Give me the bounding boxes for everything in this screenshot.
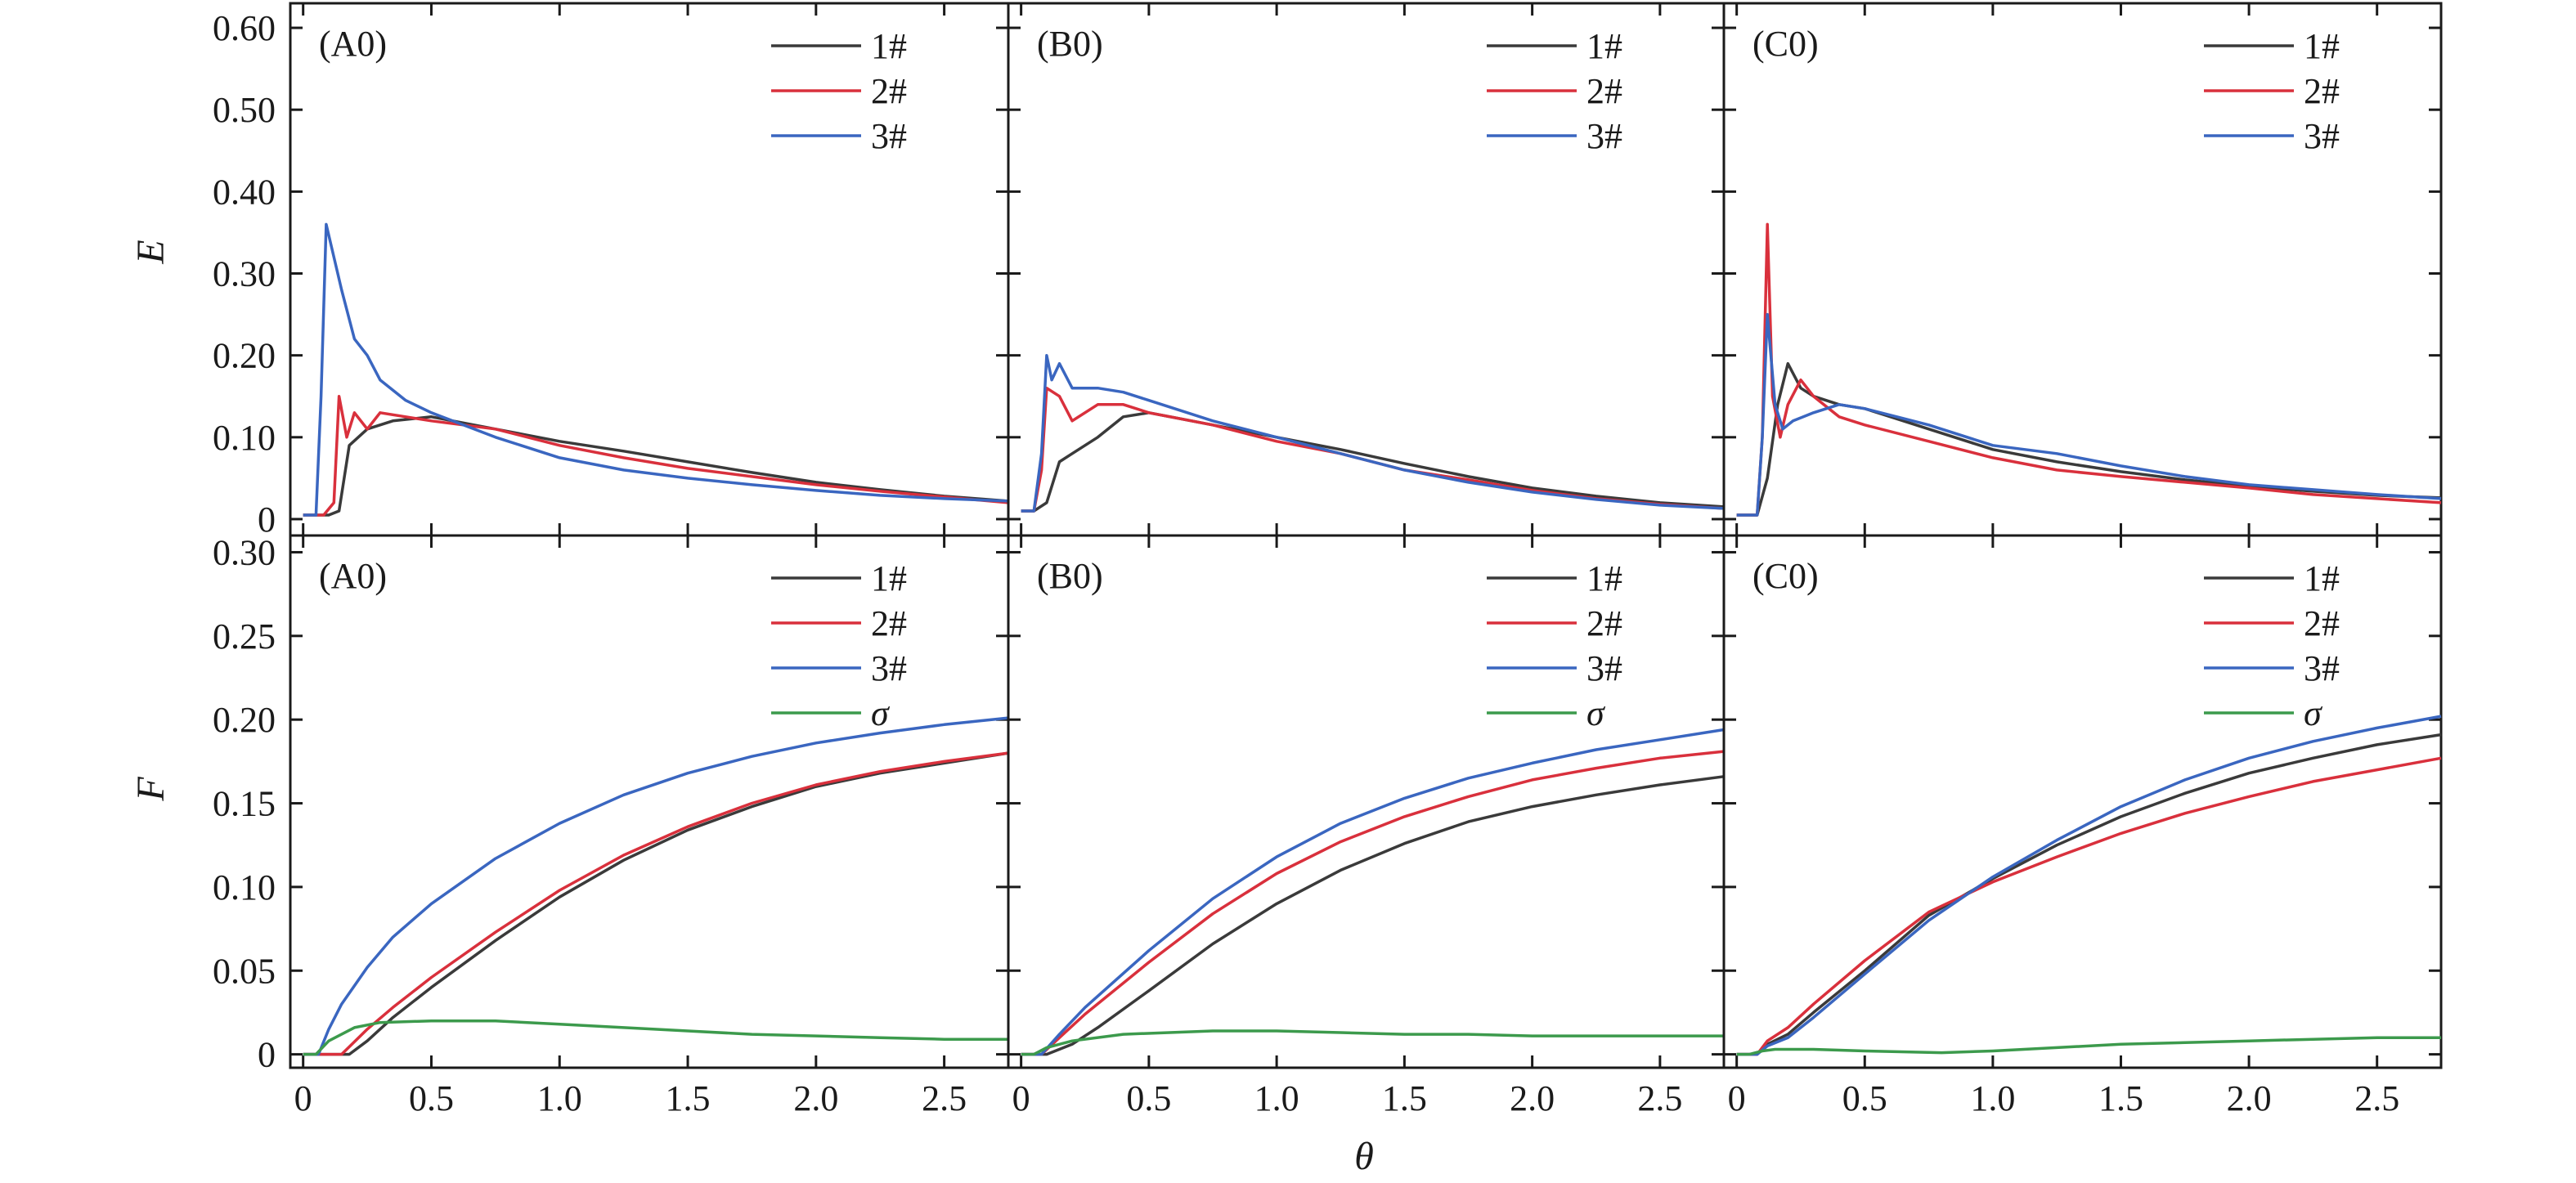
y-tick-label: 0 [258, 1035, 276, 1075]
series-line-2 [1736, 222, 2442, 517]
series-line-1 [1736, 733, 2442, 1056]
y-tick-label: 0.10 [213, 418, 276, 458]
x-tick-label: 0.5 [1126, 1078, 1171, 1118]
legend-label: 2# [2304, 603, 2340, 643]
x-tick-label: 1.5 [2098, 1078, 2143, 1118]
y-tick-label: 0.30 [213, 254, 276, 294]
x-tick-label: 0 [1012, 1078, 1030, 1118]
legend: 1# 2# 3# σ [771, 558, 907, 733]
legend-label: 1# [2304, 26, 2340, 66]
x-tick-label: 2.0 [793, 1078, 838, 1118]
series-line-3 [1736, 312, 2442, 517]
plot-frame [1722, 534, 2443, 1069]
y-tick-label: 0.20 [213, 700, 276, 740]
panel-1: 0 0.10 0.20 0.30 0.40 0.50 0.60 (A0) 1# 2# 3# [213, 2, 1010, 540]
legend-label: 3# [2304, 648, 2340, 688]
series-line-4 [303, 1019, 1008, 1056]
series-line-2 [1021, 750, 1725, 1056]
legend-label: 1# [871, 558, 907, 598]
legend-label: 3# [871, 648, 907, 688]
series-line-2 [1021, 386, 1725, 513]
legend: 1# 2# 3# [771, 26, 907, 156]
series-line-1 [1021, 775, 1725, 1056]
series-line-1 [303, 415, 1009, 517]
series-line-2 [303, 751, 1009, 1056]
panel-6: 0 0.5 1.0 1.5 2.0 2.5 (C0) 1# 2# 3# σ [1722, 534, 2443, 1118]
x-tick-label: 1.0 [1254, 1078, 1299, 1118]
legend-label: 1# [1586, 26, 1622, 66]
panel-label: (B0) [1037, 556, 1103, 596]
legend-label: σ [871, 693, 891, 733]
x-tick-label: 0.5 [409, 1078, 454, 1118]
legend-label: σ [2304, 693, 2323, 733]
panels: 00.100.200.300.400.500.60 (A0) 1#2#3#(B0) 1… [213, 2, 2443, 1118]
legend-label: 3# [2304, 116, 2340, 156]
series-line-3 [1021, 728, 1725, 1056]
panel-4: 0 0.5 1.0 1.5 2.0 2.5 0 0.05 0.10 0.15 0.20 0.25 0.3… [213, 532, 1010, 1118]
legend-label: 2# [1586, 71, 1622, 111]
series-line-3 [303, 716, 1009, 1056]
panel-label: (C0) [1752, 556, 1819, 596]
y-tick-label: 0.60 [213, 8, 276, 48]
series-line-4 [1021, 1029, 1724, 1056]
panel-3: (C0) 1# 2# 3# [1722, 2, 2443, 537]
panel-label: (C0) [1752, 24, 1819, 64]
panel-label: (A0) [319, 556, 387, 596]
y-tick-label: 0.25 [213, 616, 276, 656]
x-tick-label: 1.5 [666, 1078, 711, 1118]
row1-y-axis-title: E [129, 240, 173, 264]
x-tick-label: 1.0 [1970, 1078, 2015, 1118]
x-tick-label: 0.5 [1842, 1078, 1887, 1118]
panel-label: (A0) [319, 24, 387, 64]
series-line-2 [1736, 756, 2442, 1056]
y-tick-label: 0.10 [213, 867, 276, 907]
legend-label: 3# [871, 116, 907, 156]
y-tick-label: 0 [258, 500, 276, 540]
legend-label: 1# [1586, 558, 1622, 598]
y-tick-label: 0.40 [213, 172, 276, 212]
x-tick-label: 2.5 [922, 1078, 967, 1118]
series-line-3 [303, 222, 1009, 517]
legend-label: σ [1586, 693, 1606, 733]
y-tick-label: 0.05 [213, 951, 276, 991]
legend-label: 1# [871, 26, 907, 66]
legend-label: 2# [2304, 71, 2340, 111]
panel-2: (B0) 1# 2# 3# [1007, 2, 1726, 537]
legend-label: 3# [1586, 648, 1622, 688]
y-tick-label: 0.30 [213, 532, 276, 572]
legend-label: 3# [1586, 116, 1622, 156]
legend-label: 2# [871, 603, 907, 643]
series-line-2 [303, 394, 1009, 517]
legend: 1# 2# 3# σ [2204, 558, 2340, 733]
x-tick-label: 2.5 [2354, 1078, 2399, 1118]
series-line-1 [303, 751, 1009, 1056]
x-tick-label: 2.0 [2227, 1078, 2272, 1118]
x-tick-label: 2.5 [1637, 1078, 1682, 1118]
series-line-3 [1021, 353, 1725, 513]
y-tick-label: 0.50 [213, 90, 276, 130]
panel-label: (B0) [1037, 24, 1103, 64]
x-tick-label: 0 [1728, 1078, 1746, 1118]
y-tick-label: 0.15 [213, 784, 276, 824]
legend: 1# 2# 3# [1487, 26, 1622, 156]
panel-5: 0 0.5 1.0 1.5 2.0 2.5 (B0) 1# 2# 3# σ [1007, 534, 1726, 1118]
series-line-4 [1736, 1036, 2441, 1056]
legend: 1# 2# 3# [2204, 26, 2340, 156]
x-tick-label: 2.0 [1510, 1078, 1555, 1118]
row2-y-axis-title: F [129, 777, 173, 802]
legend-label: 2# [1586, 603, 1622, 643]
legend: 1# 2# 3# σ [1487, 558, 1622, 733]
legend-label: 1# [2304, 558, 2340, 598]
x-tick-label: 1.5 [1382, 1078, 1427, 1118]
series-line-3 [1736, 715, 2442, 1056]
x-tick-label: 1.0 [537, 1078, 582, 1118]
y-tick-label: 0.20 [213, 336, 276, 376]
x-tick-label: 0 [294, 1078, 312, 1118]
x-axis-title: θ [1354, 1135, 1374, 1178]
legend-label: 2# [871, 71, 907, 111]
